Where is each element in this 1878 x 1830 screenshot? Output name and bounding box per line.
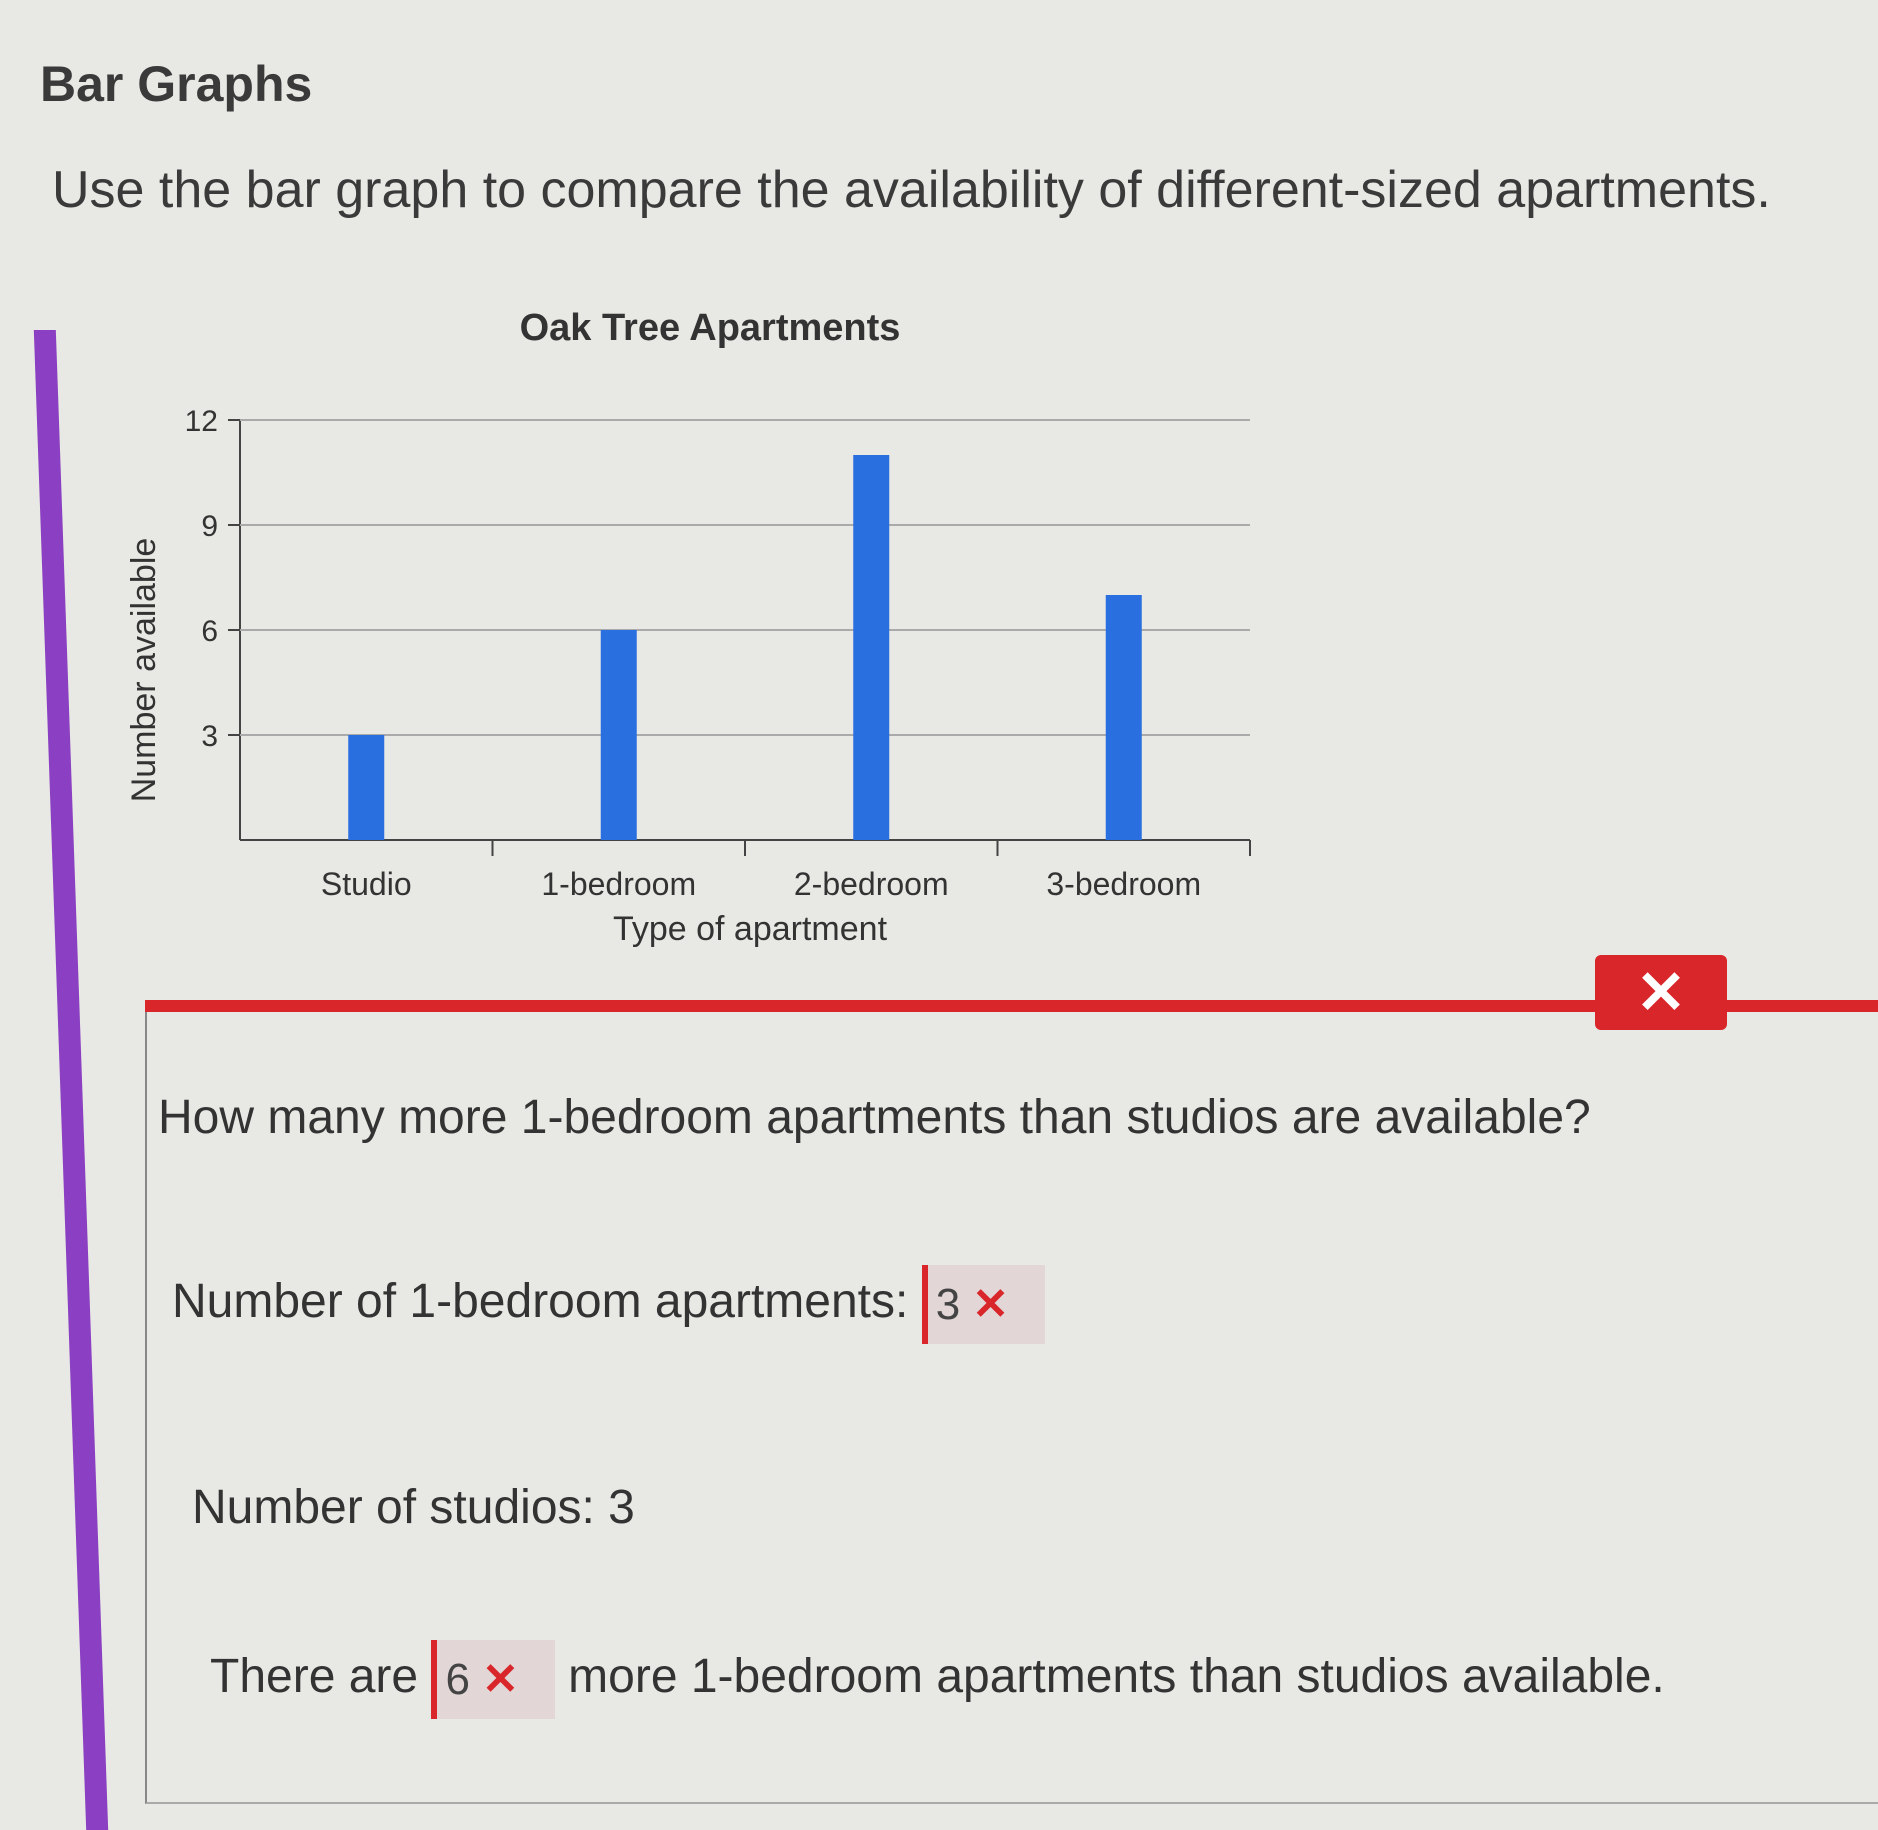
incorrect-close-button[interactable]: ✕ — [1595, 955, 1727, 1030]
one-bedroom-count-input[interactable]: 3 ✕ — [921, 1265, 1046, 1344]
chart-title: Oak Tree Apartments — [520, 307, 901, 349]
section-accent-bar — [33, 330, 109, 1830]
incorrect-banner-line — [145, 1000, 1878, 1012]
answer-line-1-label: Number of 1-bedroom apartments: — [172, 1275, 909, 1329]
x-tick-label: 2-bedroom — [794, 866, 949, 902]
difference-input[interactable]: 6 ✕ — [431, 1640, 555, 1719]
instruction-text: Use the bar graph to compare the availab… — [52, 161, 1771, 219]
answer-line-3: There are 6 ✕ more 1-bedroom apartments t… — [210, 1640, 1665, 1719]
studio-count-text: Number of studios: 3 — [192, 1481, 635, 1534]
y-tick-label: 3 — [201, 720, 218, 753]
y-tick-label: 12 — [185, 405, 218, 438]
answer-line-3-prefix: There are — [210, 1650, 419, 1704]
bar-2-bedroom — [853, 455, 890, 840]
question-box — [145, 1012, 1878, 1804]
x-icon: ✕ — [1635, 959, 1687, 1026]
input-value: 3 — [935, 1280, 961, 1329]
input-value: 6 — [445, 1655, 470, 1704]
x-tick-label: Studio — [321, 866, 412, 902]
wrong-x-icon: ✕ — [972, 1280, 1010, 1329]
bar-chart: Oak Tree Apartments Number available Typ… — [125, 307, 1251, 948]
page-title: Bar Graphs — [40, 56, 313, 112]
y-tick-label: 6 — [201, 615, 218, 648]
bar-1-bedroom — [600, 630, 637, 840]
answer-line-1: Number of 1-bedroom apartments: 3 ✕ — [172, 1265, 1046, 1344]
question-prompt: How many more 1-bedroom apartments than … — [158, 1091, 1591, 1144]
y-tick-label: 9 — [201, 510, 218, 543]
y-axis-label: Number available — [125, 538, 163, 803]
bar-studio — [348, 735, 385, 840]
x-tick-label: 3-bedroom — [1046, 866, 1201, 902]
bar-3-bedroom — [1105, 595, 1142, 840]
wrong-x-icon: ✕ — [481, 1655, 519, 1704]
x-tick-label: 1-bedroom — [541, 866, 696, 902]
answer-line-3-suffix: more 1-bedroom apartments than studios a… — [568, 1650, 1665, 1704]
x-axis-label: Type of apartment — [613, 910, 888, 948]
